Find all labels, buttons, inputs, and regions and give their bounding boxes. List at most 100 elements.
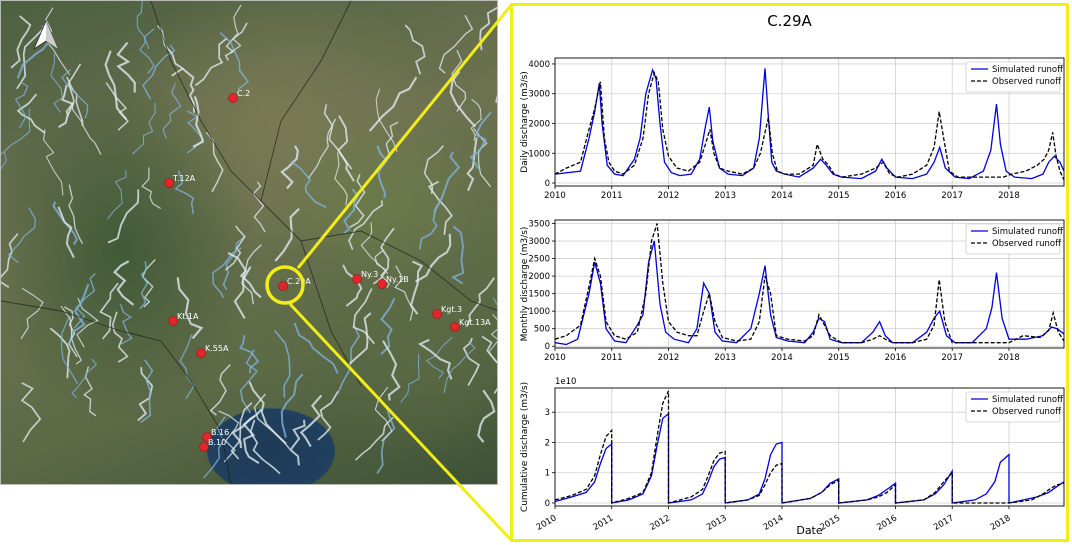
river-stream [20, 382, 42, 443]
station-point[interactable] [228, 93, 238, 103]
station-point[interactable] [164, 178, 174, 188]
river-stream [495, 94, 497, 104]
river-stream [181, 67, 196, 113]
station-label: K.55A [205, 344, 229, 353]
x-axis-label: Date [796, 524, 823, 537]
legend-box [965, 61, 1061, 93]
station-marker[interactable]: B.16 [202, 428, 230, 442]
river-stream [290, 160, 327, 209]
station-label: T.12A [172, 174, 196, 183]
river-stream [249, 419, 281, 475]
plot-frame [554, 57, 1065, 187]
border-line [300, 240, 362, 387]
river-stream [380, 297, 396, 355]
river-stream [194, 37, 228, 87]
river-stream [360, 222, 389, 275]
x-tick-label: 2018 [998, 353, 1020, 363]
river-stream [225, 225, 246, 271]
legend-box [965, 391, 1061, 423]
river-stream [492, 297, 497, 306]
simulated-runoff-line [555, 240, 1064, 346]
river-stream [157, 24, 185, 77]
river-stream [479, 6, 497, 51]
station-marker[interactable]: Kgt.3 [432, 305, 463, 319]
river-stream [239, 349, 258, 414]
y-tick-label: 1000 [528, 307, 550, 317]
station-marker[interactable]: C.29A [278, 277, 312, 291]
legend-label: Simulated runoff [992, 65, 1064, 75]
river-stream [16, 93, 46, 134]
river-stream [1, 151, 7, 170]
y-tick-label: 2000 [528, 272, 550, 282]
station-point[interactable] [168, 316, 178, 326]
river-stream [273, 329, 291, 398]
legend-box [965, 223, 1061, 255]
north-arrow-icon [33, 19, 59, 51]
river-stream [274, 207, 300, 262]
station-label: C.2 [237, 89, 250, 98]
river-stream [337, 324, 361, 395]
x-tick-label: 2017 [941, 191, 963, 201]
observed-runoff-line [555, 390, 1064, 504]
river-stream [438, 14, 474, 74]
station-label: Kgt.13A [459, 318, 491, 327]
x-tick-label: 2017 [941, 353, 963, 363]
station-point[interactable] [352, 274, 362, 284]
river-stream [394, 265, 414, 321]
x-tick-label: 2010 [544, 191, 566, 201]
x-tick-label: 2017 [932, 513, 956, 532]
satellite-map: C.2 T.12A C.29A Ny.3 Ny.1B Kgt.3 Kgt.13A Kt.1A K… [0, 0, 498, 485]
border-line [1, 300, 232, 484]
river-stream [179, 334, 195, 399]
river-stream [105, 82, 129, 131]
station-point[interactable] [202, 432, 212, 442]
legend-label: Observed runoff [992, 77, 1062, 87]
station-marker[interactable]: Ny.3 [352, 270, 379, 284]
station-marker[interactable]: Kgt.13A [450, 318, 492, 332]
x-tick-label: 2016 [885, 353, 907, 363]
river-stream [139, 28, 155, 74]
station-point[interactable] [377, 279, 387, 289]
river-stream [136, 1, 150, 50]
river-stream [252, 181, 266, 233]
station-point[interactable] [196, 348, 206, 358]
simulated-runoff-line [555, 412, 1064, 504]
legend-label: Simulated runoff [992, 395, 1064, 405]
river-stream [7, 207, 36, 264]
x-tick-label: 2013 [705, 513, 729, 532]
legend-label: Simulated runoff [992, 227, 1064, 237]
x-tick-label: 2010 [535, 513, 559, 532]
station-marker[interactable]: B.10 [199, 438, 227, 452]
station-marker[interactable]: K.55A [196, 344, 229, 358]
station-label: B.10 [208, 438, 226, 447]
river-stream [10, 15, 32, 69]
y-tick-label: 3000 [528, 90, 550, 100]
station-label: B.16 [211, 428, 229, 437]
station-marker[interactable]: C.2 [228, 89, 251, 103]
x-tick-label: 2016 [875, 513, 899, 532]
river-stream [68, 184, 84, 244]
x-tick-label: 2014 [771, 191, 793, 201]
station-marker[interactable]: Kt.1A [168, 312, 200, 326]
river-stream [222, 235, 246, 290]
river-stream [202, 416, 226, 479]
river-stream [451, 49, 467, 112]
y-tick-label: 1000 [528, 149, 550, 159]
y-scale-label: 1e10 [555, 377, 576, 387]
river-stream [49, 327, 71, 379]
station-marker[interactable]: Ny.1B [377, 275, 409, 289]
river-stream [462, 337, 480, 386]
river-stream [104, 50, 128, 121]
station-marker[interactable]: T.12A [164, 174, 196, 188]
river-stream [116, 41, 136, 93]
station-point[interactable] [199, 442, 209, 452]
x-tick-label: 2018 [989, 513, 1013, 532]
river-stream [418, 338, 453, 380]
river-stream [57, 206, 75, 259]
map-overlay: C.2 T.12A C.29A Ny.3 Ny.1B Kgt.3 Kgt.13A Kt.1A K… [1, 1, 497, 484]
river-stream [132, 102, 156, 155]
station-label: Ny.1B [386, 275, 409, 284]
x-tick-label: 2014 [762, 513, 786, 532]
river-stream [57, 84, 75, 128]
river-stream [68, 283, 90, 345]
